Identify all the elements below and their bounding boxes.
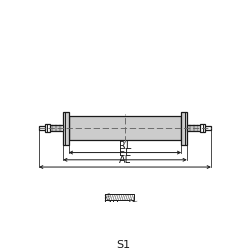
Bar	[105, 194, 110, 233]
Circle shape	[108, 210, 122, 225]
Text: S1: S1	[116, 240, 130, 250]
Bar	[69, 116, 181, 140]
Bar	[187, 125, 200, 131]
Bar	[113, 200, 117, 210]
Text: EL: EL	[119, 148, 131, 158]
Bar	[44, 124, 50, 132]
Bar	[50, 125, 63, 131]
Bar	[39, 126, 44, 130]
Bar	[102, 233, 140, 237]
Bar	[105, 194, 134, 200]
Text: AL: AL	[119, 155, 131, 165]
Bar	[63, 112, 69, 144]
Polygon shape	[130, 200, 138, 233]
Circle shape	[113, 215, 118, 220]
Text: RL: RL	[119, 140, 131, 150]
Bar	[181, 112, 187, 144]
Circle shape	[104, 206, 126, 229]
Bar	[200, 124, 205, 132]
Bar	[206, 126, 211, 130]
